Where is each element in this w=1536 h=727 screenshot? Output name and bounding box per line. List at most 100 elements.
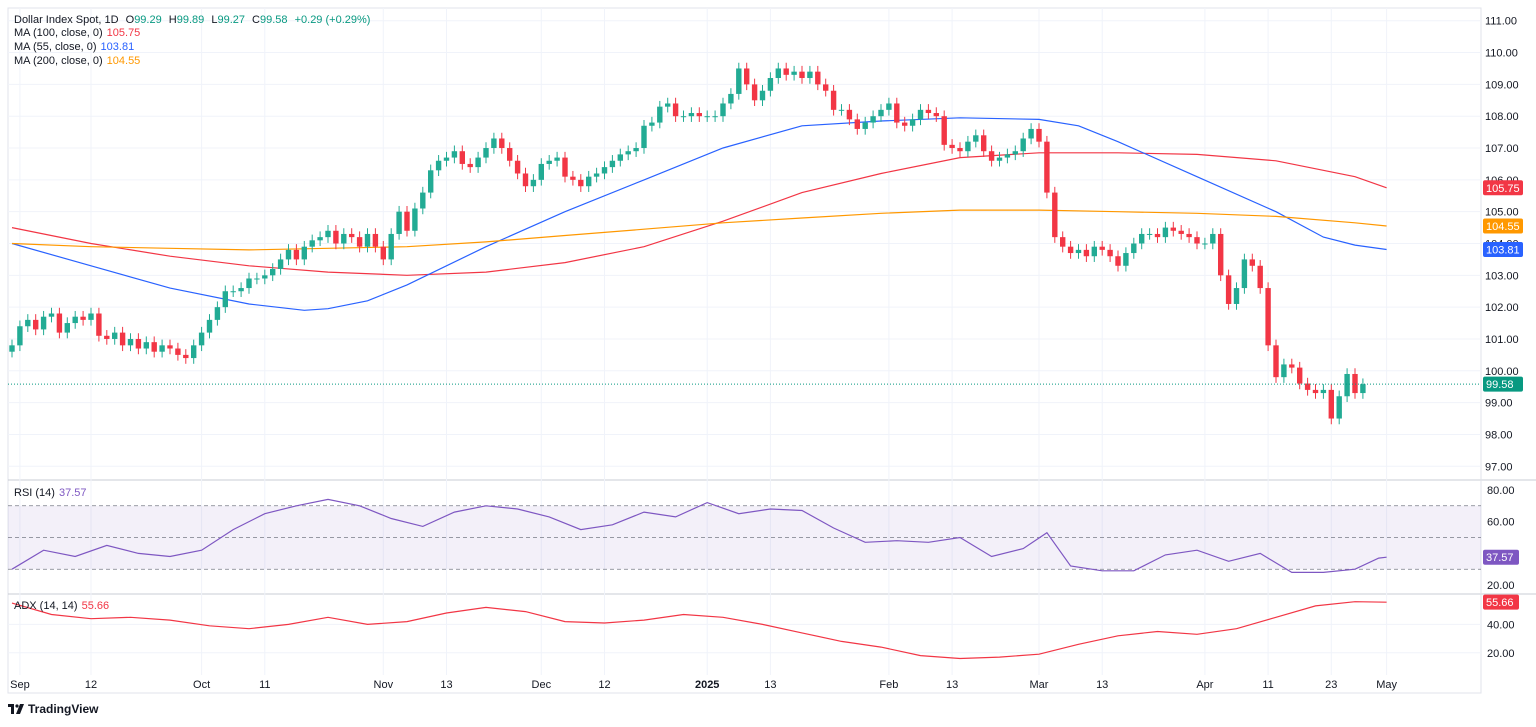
candle-up [886, 103, 892, 110]
candle-down [1170, 227, 1176, 231]
candle-up [736, 68, 742, 94]
ma200-tag-label: 104.55 [1486, 221, 1520, 233]
candle-down [467, 163, 473, 168]
candle-down [119, 332, 126, 346]
candle-up [1004, 154, 1011, 158]
price-tick-label: 107.00 [1485, 143, 1519, 155]
open-label: O [125, 14, 135, 26]
candle-up [1012, 151, 1018, 155]
candle-up [206, 319, 213, 333]
time-tick-label: 13 [764, 679, 776, 691]
candle-up [238, 288, 244, 292]
candle-down [1044, 141, 1050, 193]
price-tick-label: 97.00 [1485, 461, 1513, 473]
low-label: L [211, 14, 218, 26]
candle-up [9, 345, 15, 352]
candle-down [1178, 230, 1184, 234]
candle-up [191, 345, 197, 359]
time-tick-label: 13 [1096, 679, 1108, 691]
candle-down [1257, 265, 1263, 289]
candle-down [514, 160, 521, 174]
candle-up [1281, 364, 1287, 378]
candle-up [1233, 288, 1240, 304]
candle-down [1312, 389, 1319, 394]
price-tick-label: 98.00 [1485, 429, 1513, 441]
candle-up [917, 109, 924, 120]
candle-up [222, 291, 228, 308]
adx-tick-label: 40.00 [1487, 619, 1515, 631]
candle-down [744, 68, 750, 85]
candle-up [1146, 233, 1153, 235]
candle-down [499, 138, 505, 149]
time-tick-label: 13 [946, 679, 958, 691]
candle-up [538, 163, 544, 180]
candle-down [1249, 259, 1255, 266]
candle-up [965, 141, 971, 152]
candle-up [325, 230, 331, 238]
candle-down [372, 233, 379, 247]
legend-ma100: MA (100, close, 0) 105.75 [14, 27, 144, 39]
legend-adx: ADX (14, 14) 55.66 [14, 600, 113, 612]
time-tick-label: 13 [440, 679, 452, 691]
candle-down [1060, 237, 1066, 247]
high-value: 99.89 [176, 14, 205, 26]
price-tick-label: 108.00 [1485, 111, 1519, 123]
candle-up [270, 268, 276, 276]
candle-up [254, 278, 260, 280]
adx-tag-label: 55.66 [1486, 597, 1514, 609]
candle-down [1107, 249, 1113, 257]
candle-up [285, 249, 292, 260]
tradingview-brand: TradingView [28, 702, 99, 716]
rsi-tag [1483, 549, 1519, 565]
ma200-label: MA (200, close, 0) [14, 55, 103, 67]
candle-up [909, 119, 916, 126]
candle-down [1194, 237, 1200, 244]
candle-down [1289, 364, 1295, 368]
time-tick-label: 23 [1325, 679, 1337, 691]
ma200-line [11, 209, 1387, 251]
price-tick-label: 103.00 [1485, 270, 1519, 282]
symbol-title: Dollar Index Spot, 1D [14, 14, 119, 26]
candle-up [428, 170, 434, 193]
legend-rsi: RSI (14) 37.57 [14, 487, 91, 499]
candle-up [775, 68, 781, 79]
candle-up [807, 71, 813, 79]
adx-line [11, 601, 1387, 660]
candle-down [104, 335, 110, 339]
price-tick-label: 102.00 [1485, 302, 1519, 314]
candle-down [56, 313, 63, 333]
ma100-tag-label: 105.75 [1486, 183, 1520, 195]
candle-down [562, 157, 568, 177]
candle-down [96, 313, 102, 336]
candle-up [1020, 138, 1026, 152]
candle-down [672, 103, 679, 117]
time-tick-label: Nov [374, 679, 394, 691]
adx-tag [1483, 594, 1519, 610]
candle-up [1123, 253, 1129, 266]
candle-up [1131, 243, 1137, 254]
rsi-value: 37.57 [58, 487, 87, 499]
candle-down [1099, 246, 1105, 250]
candle-up [1091, 246, 1097, 257]
candle-down [981, 135, 987, 152]
candle-up [388, 233, 394, 260]
legend-ma55: MA (55, close, 0) 103.81 [14, 41, 138, 53]
tradingview-logo[interactable]: TradingView [8, 702, 98, 716]
candle-up [625, 151, 631, 155]
candle-up [491, 138, 497, 149]
candle-up [475, 157, 481, 168]
candle-up [680, 116, 687, 118]
ma200-tag [1483, 218, 1523, 234]
time-tick-label: Mar [1030, 679, 1049, 691]
price-tick-label: 101.00 [1485, 334, 1519, 346]
candle-down [751, 84, 758, 101]
candle-up [214, 307, 221, 320]
adx-label: ADX (14, 14) [14, 600, 78, 612]
candle-up [870, 116, 876, 123]
candle-down [696, 113, 702, 117]
candle-down [1297, 367, 1303, 384]
candle-down [167, 345, 173, 349]
candle-up [641, 125, 647, 149]
candle-up [1210, 233, 1216, 244]
candle-down [1067, 246, 1074, 254]
